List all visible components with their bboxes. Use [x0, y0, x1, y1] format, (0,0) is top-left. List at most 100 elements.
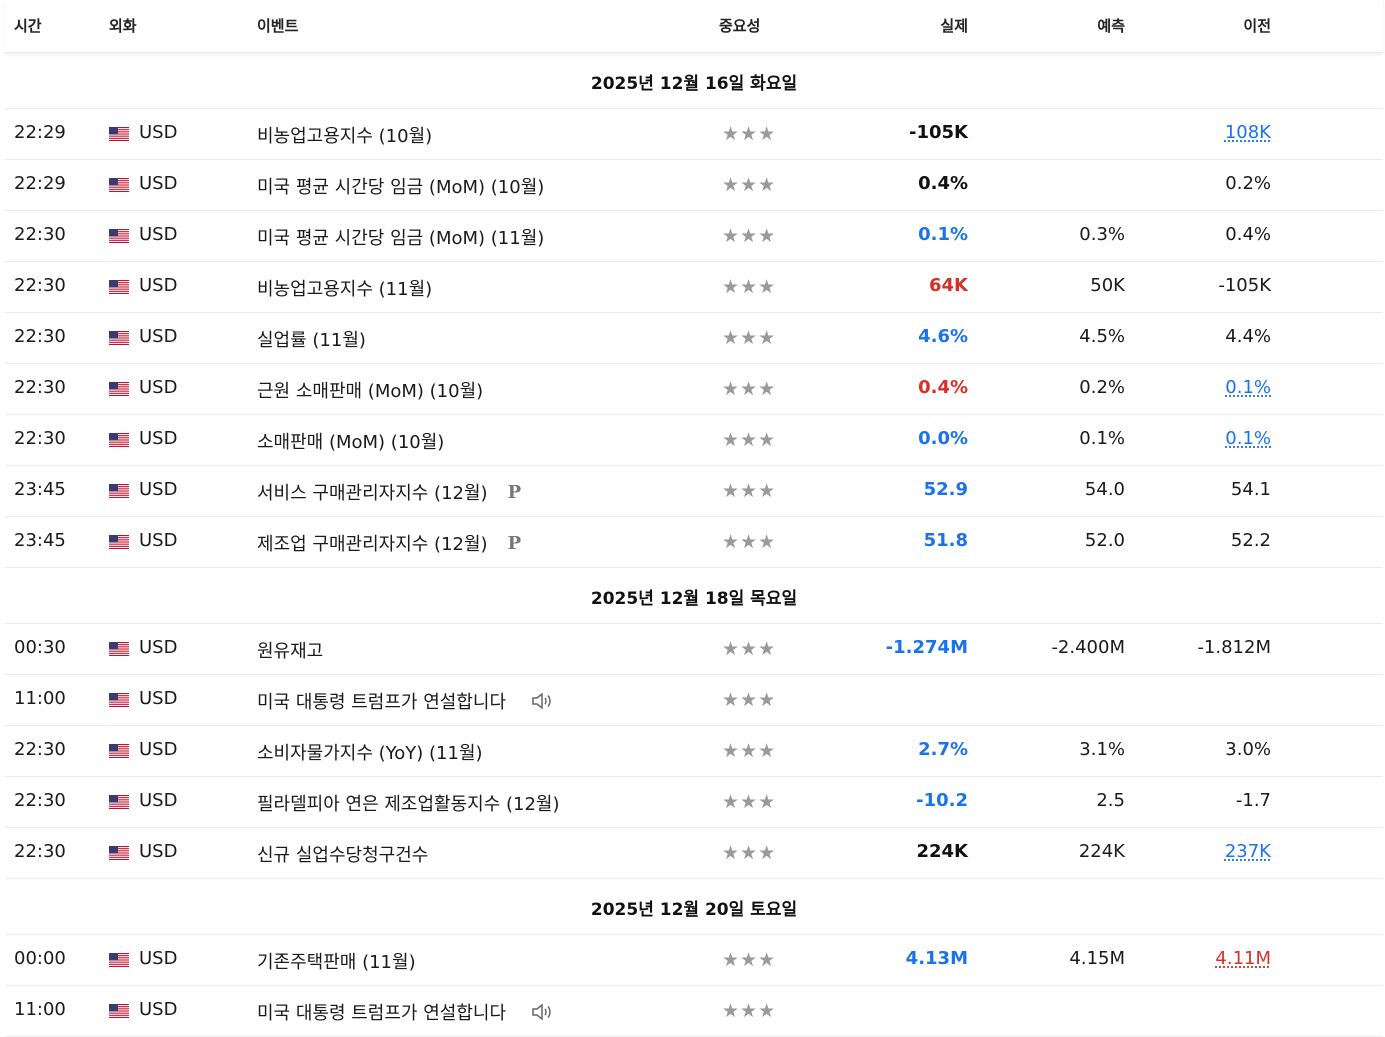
column-header-previous[interactable]: 이전: [1243, 17, 1271, 35]
event-name[interactable]: 소비자물가지수 (YoY) (11월): [257, 743, 483, 764]
us-flag-icon: [109, 953, 129, 967]
event-name[interactable]: 제조업 구매관리자지수 (12월): [257, 534, 488, 555]
event-name-cell[interactable]: 미국 평균 시간당 임금 (MoM) (10월): [257, 173, 544, 199]
actual-value: -1.274M: [885, 637, 968, 658]
economic-calendar-table: 시간 외화 이벤트 중요성 실제 예측 이전 2025년 12월 16일 화요일…: [5, 0, 1383, 1037]
event-name-cell[interactable]: 서비스 구매관리자지수 (12월) P: [257, 479, 521, 505]
event-name[interactable]: 미국 평균 시간당 임금 (MoM) (10월): [257, 177, 545, 198]
previous-value[interactable]: 108K: [1224, 122, 1271, 143]
event-row[interactable]: 00:00 USD 기존주택판매 (11월) ★★★ 4.13M 4.15M 4.11M: [5, 935, 1383, 986]
event-name-cell[interactable]: 비농업고용지수 (10월): [257, 122, 432, 148]
event-currency: USD: [139, 999, 178, 1020]
event-name[interactable]: 미국 대통령 트럼프가 연설합니다: [257, 692, 507, 713]
event-name-cell[interactable]: 근원 소매판매 (MoM) (10월): [257, 377, 483, 403]
event-row[interactable]: 22:30 USD 실업률 (11월) ★★★ 4.6% 4.5% 4.4%: [5, 313, 1383, 364]
previous-value[interactable]: 0.1%: [1225, 428, 1271, 449]
actual-value: 0.1%: [918, 224, 968, 245]
date-label: 2025년 12월 18일 목요일: [590, 589, 798, 609]
event-row[interactable]: 22:29 USD 비농업고용지수 (10월) ★★★ -105K 108K: [5, 109, 1383, 160]
actual-value: 64K: [929, 275, 968, 296]
event-name-cell[interactable]: 미국 평균 시간당 임금 (MoM) (11월): [257, 224, 544, 250]
actual-value: 0.4%: [918, 173, 968, 194]
event-name-cell[interactable]: 원유재고: [257, 637, 323, 663]
table-body: 2025년 12월 16일 화요일 22:29 USD 비농업고용지수 (10월) ★…: [5, 53, 1383, 1037]
event-name[interactable]: 미국 대통령 트럼프가 연설합니다: [257, 1003, 507, 1024]
event-row[interactable]: 22:30 USD 신규 실업수당청구건수 ★★★ 224K 224K 237K: [5, 828, 1383, 879]
event-row[interactable]: 22:29 USD 미국 평균 시간당 임금 (MoM) (10월) ★★★ 0.4%…: [5, 160, 1383, 211]
table-header: 시간 외화 이벤트 중요성 실제 예측 이전: [5, 0, 1383, 53]
forecast-value: 52.0: [1084, 530, 1125, 551]
actual-value: -10.2: [916, 790, 968, 811]
event-name-cell[interactable]: 기존주택판매 (11월): [257, 948, 416, 974]
forecast-value: 4.15M: [1069, 948, 1125, 969]
previous-value: 54.1: [1230, 479, 1271, 500]
column-header-event[interactable]: 이벤트: [257, 17, 299, 35]
event-name-cell[interactable]: 미국 대통령 트럼프가 연설합니다: [257, 688, 556, 714]
event-name-cell[interactable]: 제조업 구매관리자지수 (12월) P: [257, 530, 521, 556]
preliminary-p-icon: P: [507, 481, 522, 503]
event-row[interactable]: 22:30 USD 필라델피아 연은 제조업활동지수 (12월) ★★★ -10.2 2…: [5, 777, 1383, 828]
event-name-cell[interactable]: 비농업고용지수 (11월): [257, 275, 432, 301]
speaker-icon[interactable]: [530, 1001, 556, 1023]
event-row[interactable]: 22:30 USD 미국 평균 시간당 임금 (MoM) (11월) ★★★ 0.1%…: [5, 211, 1383, 262]
event-row[interactable]: 22:30 USD 소비자물가지수 (YoY) (11월) ★★★ 2.7% 3.1% 3…: [5, 726, 1383, 777]
event-name-cell[interactable]: 소매판매 (MoM) (10월): [257, 428, 444, 454]
event-name[interactable]: 비농업고용지수 (11월): [257, 279, 433, 300]
speaker-icon[interactable]: [530, 690, 556, 712]
us-flag-icon: [109, 127, 129, 141]
us-flag-icon: [109, 484, 129, 498]
actual-value: 4.6%: [918, 326, 968, 347]
previous-value[interactable]: 4.11M: [1215, 948, 1271, 969]
event-row[interactable]: 23:45 USD 제조업 구매관리자지수 (12월) P ★★★ 51.8 52.0 52…: [5, 517, 1383, 568]
us-flag-icon: [109, 331, 129, 345]
event-name[interactable]: 기존주택판매 (11월): [257, 952, 416, 973]
event-name[interactable]: 원유재고: [257, 641, 324, 662]
us-flag-icon: [109, 229, 129, 243]
event-name-cell[interactable]: 필라델피아 연은 제조업활동지수 (12월): [257, 790, 560, 816]
importance-stars: ★★★: [722, 638, 777, 660]
event-name-cell[interactable]: 실업률 (11월): [257, 326, 366, 352]
us-flag-icon: [109, 178, 129, 192]
event-currency: USD: [139, 224, 178, 245]
importance-stars: ★★★: [722, 842, 777, 864]
importance-stars: ★★★: [722, 225, 777, 247]
event-name[interactable]: 신규 실업수당청구건수: [257, 845, 429, 866]
event-name[interactable]: 소매판매 (MoM) (10월): [257, 432, 445, 453]
preliminary-p-icon: P: [507, 532, 522, 554]
actual-value: 224K: [916, 841, 968, 862]
column-header-actual[interactable]: 실제: [940, 17, 968, 35]
event-row[interactable]: 22:30 USD 비농업고용지수 (11월) ★★★ 64K 50K -105K: [5, 262, 1383, 313]
event-name[interactable]: 실업률 (11월): [257, 330, 366, 351]
event-name[interactable]: 미국 평균 시간당 임금 (MoM) (11월): [257, 228, 545, 249]
importance-stars: ★★★: [722, 949, 777, 971]
importance-stars: ★★★: [722, 123, 777, 145]
column-header-currency[interactable]: 외화: [109, 17, 137, 35]
event-currency: USD: [139, 948, 178, 969]
event-time: 11:00: [14, 999, 66, 1020]
importance-stars: ★★★: [722, 1000, 777, 1022]
event-row[interactable]: 00:30 USD 원유재고 ★★★ -1.274M -2.400M -1.812M: [5, 624, 1383, 675]
event-name-cell[interactable]: 소비자물가지수 (YoY) (11월): [257, 739, 483, 765]
forecast-value: 0.2%: [1079, 377, 1125, 398]
event-row[interactable]: 23:45 USD 서비스 구매관리자지수 (12월) P ★★★ 52.9 54.0 54…: [5, 466, 1383, 517]
event-name[interactable]: 필라델피아 연은 제조업활동지수 (12월): [257, 794, 560, 815]
event-name[interactable]: 서비스 구매관리자지수 (12월): [257, 483, 488, 504]
event-name[interactable]: 비농업고용지수 (10월): [257, 126, 433, 147]
event-time: 22:30: [14, 841, 66, 862]
actual-value: -105K: [909, 122, 968, 143]
event-row[interactable]: 22:30 USD 근원 소매판매 (MoM) (10월) ★★★ 0.4% 0.2% 0…: [5, 364, 1383, 415]
column-header-time[interactable]: 시간: [14, 17, 42, 35]
importance-stars: ★★★: [722, 174, 777, 196]
previous-value[interactable]: 0.1%: [1225, 377, 1271, 398]
event-name-cell[interactable]: 미국 대통령 트럼프가 연설합니다: [257, 999, 556, 1025]
previous-value[interactable]: 237K: [1224, 841, 1271, 862]
event-time: 00:00: [14, 948, 66, 969]
event-row[interactable]: 22:30 USD 소매판매 (MoM) (10월) ★★★ 0.0% 0.1% 0.1%: [5, 415, 1383, 466]
event-name-cell[interactable]: 신규 실업수당청구건수: [257, 841, 428, 867]
event-row[interactable]: 11:00 USD 미국 대통령 트럼프가 연설합니다 ★★★: [5, 986, 1383, 1037]
us-flag-icon: [109, 535, 129, 549]
event-row[interactable]: 11:00 USD 미국 대통령 트럼프가 연설합니다 ★★★: [5, 675, 1383, 726]
event-name[interactable]: 근원 소매판매 (MoM) (10월): [257, 381, 484, 402]
column-header-forecast[interactable]: 예측: [1097, 17, 1125, 35]
column-header-importance[interactable]: 중요성: [719, 17, 761, 35]
